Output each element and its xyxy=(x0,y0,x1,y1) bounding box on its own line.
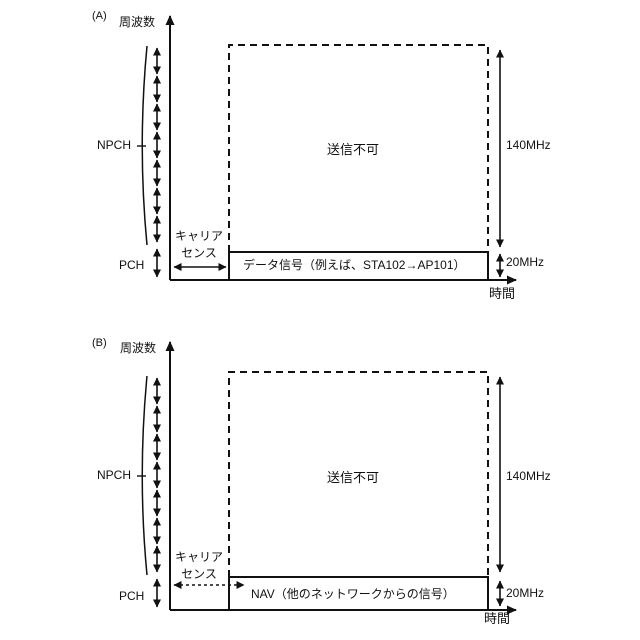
blocked-region-outline-b xyxy=(228,371,489,577)
y-axis-label-a: 周波数 xyxy=(119,15,156,29)
carrier-sense-label-b: キャリア センス xyxy=(172,549,226,583)
pch-label-a: PCH xyxy=(119,258,145,272)
npch-label-a: NPCH xyxy=(97,138,132,152)
panel-a-graphics xyxy=(137,15,517,285)
carrier-sense-line2: センス xyxy=(181,246,217,260)
x-axis-label-a: 時間 xyxy=(489,286,516,301)
signal-box-label-b: NAV（他のネットワークからの信号） xyxy=(251,587,455,601)
blocked-region-label-b: 送信不可 xyxy=(326,470,379,485)
panel-b-graphics xyxy=(137,341,517,615)
total-bandwidth-label-b: 140MHz xyxy=(506,469,551,483)
x-axis-label-b: 時間 xyxy=(484,611,511,626)
signal-box-a xyxy=(228,251,489,281)
npch-label-b: NPCH xyxy=(97,468,132,482)
channel-bandwidth-label-a: 20MHz xyxy=(506,255,545,269)
signal-box-label-a: データ信号（例えば、STA102→AP101） xyxy=(243,258,466,272)
blocked-region-label-a: 送信不可 xyxy=(326,142,379,157)
y-axis-label-b: 周波数 xyxy=(120,341,157,355)
blocked-region-outline-a xyxy=(228,44,489,252)
pch-label-b: PCH xyxy=(119,589,145,603)
channel-bandwidth-label-b: 20MHz xyxy=(506,586,545,600)
panel-label-a: (A) xyxy=(92,10,107,22)
panel-label-b: (B) xyxy=(92,337,107,349)
carrier-sense-line1: キャリア xyxy=(174,550,223,564)
carrier-sense-label-a: キャリア センス xyxy=(172,228,226,262)
carrier-sense-line1: キャリア xyxy=(174,229,223,243)
total-bandwidth-label-a: 140MHz xyxy=(506,138,551,152)
carrier-sense-line2: センス xyxy=(181,567,217,581)
